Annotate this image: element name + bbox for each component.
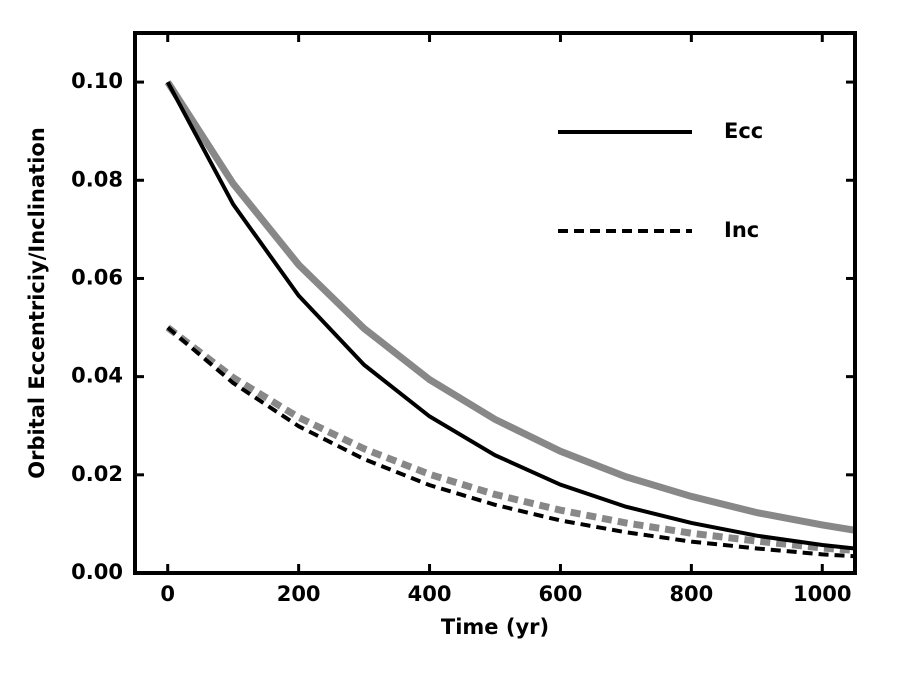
x-tick-label: 0 <box>160 582 175 606</box>
x-tick-label: 200 <box>277 582 321 606</box>
y-tick-label: 0.08 <box>71 167 123 191</box>
y-tick-label: 0.02 <box>71 462 123 486</box>
x-axis-label: Time (yr) <box>441 615 549 639</box>
y-axis-label: Orbital Eccentriciy/Inclination <box>25 127 49 479</box>
x-tick-label: 1000 <box>793 582 851 606</box>
x-tick-label: 400 <box>408 582 452 606</box>
y-tick-label: 0.06 <box>71 265 123 289</box>
x-tick-label: 600 <box>539 582 583 606</box>
legend-label: Ecc <box>724 119 763 143</box>
legend-label: Inc <box>724 218 759 242</box>
y-tick-label: 0.00 <box>71 560 123 584</box>
series-line <box>165 81 855 551</box>
series-line <box>166 326 855 559</box>
series-line <box>165 324 855 554</box>
series-line <box>164 80 855 534</box>
y-tick-label: 0.10 <box>71 69 123 93</box>
x-tick-label: 800 <box>669 582 713 606</box>
y-tick-label: 0.04 <box>71 364 123 388</box>
plot-frame <box>133 31 857 575</box>
